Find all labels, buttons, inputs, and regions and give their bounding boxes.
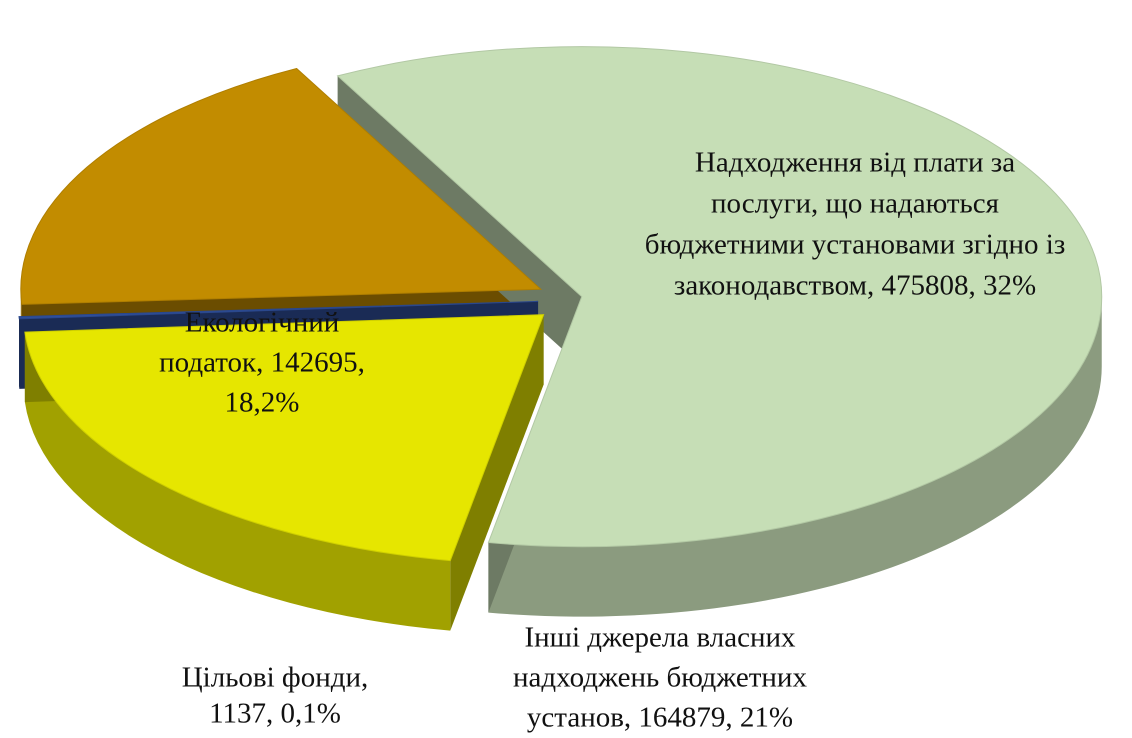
data-label: надходжень бюджетних — [513, 662, 807, 694]
slice-side — [488, 296, 1102, 617]
data-label: послуги, що надаються — [711, 188, 999, 220]
data-label: Цільові фонди, — [182, 662, 369, 694]
slice — [20, 67, 543, 305]
slice-face — [450, 314, 544, 631]
data-label: бюджетними установами згідно із — [645, 229, 1066, 261]
data-label: податок, 142695, — [159, 347, 365, 379]
data-label: Надходження від плати за — [695, 147, 1015, 179]
slice — [18, 300, 539, 320]
slice — [336, 46, 1103, 548]
data-label: Екологічний — [185, 307, 340, 339]
data-label: установ, 164879, 21% — [527, 702, 793, 734]
data-label: законодавством, 475808, 32% — [674, 270, 1036, 302]
slice-side — [24, 332, 451, 631]
data-label: Інші джерела власних — [524, 622, 796, 654]
slice — [24, 314, 545, 562]
data-label: 18,2% — [225, 387, 300, 419]
data-label: 1137, 0,1% — [209, 698, 341, 730]
